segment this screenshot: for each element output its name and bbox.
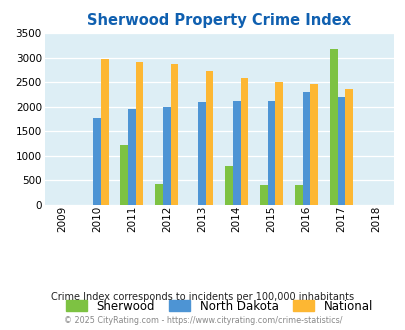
Bar	[267, 101, 275, 205]
Bar	[294, 185, 302, 205]
Bar	[100, 59, 108, 205]
Bar	[309, 84, 317, 205]
Bar	[93, 118, 100, 205]
Bar	[205, 71, 213, 205]
Bar	[344, 89, 352, 205]
Bar	[135, 62, 143, 205]
Legend: Sherwood, North Dakota, National: Sherwood, North Dakota, National	[66, 300, 372, 313]
Title: Sherwood Property Crime Index: Sherwood Property Crime Index	[87, 13, 350, 28]
Bar	[329, 49, 337, 205]
Text: © 2025 CityRating.com - https://www.cityrating.com/crime-statistics/: © 2025 CityRating.com - https://www.city…	[64, 315, 341, 325]
Bar	[198, 102, 205, 205]
Text: Crime Index corresponds to incidents per 100,000 inhabitants: Crime Index corresponds to incidents per…	[51, 292, 354, 302]
Bar	[337, 97, 344, 205]
Bar	[163, 107, 170, 205]
Bar	[120, 145, 128, 205]
Bar	[155, 184, 163, 205]
Bar	[170, 64, 178, 205]
Bar	[302, 92, 309, 205]
Bar	[240, 78, 247, 205]
Bar	[225, 166, 232, 205]
Bar	[128, 110, 135, 205]
Bar	[275, 82, 282, 205]
Bar	[260, 185, 267, 205]
Bar	[232, 101, 240, 205]
